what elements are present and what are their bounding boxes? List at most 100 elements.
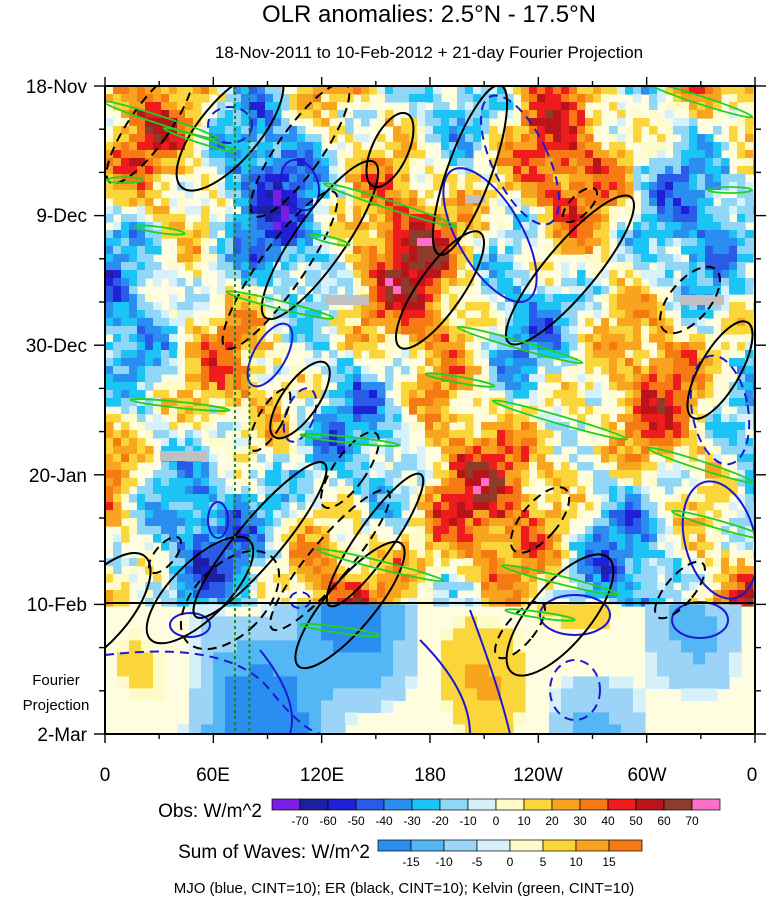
- obs-anomaly-cell: [145, 302, 154, 311]
- obs-anomaly-cell: [193, 470, 202, 479]
- obs-anomaly-cell: [265, 406, 274, 415]
- obs-anomaly-cell: [697, 286, 706, 295]
- obs-anomaly-cell: [329, 102, 338, 111]
- obs-anomaly-cell: [409, 454, 418, 463]
- obs-anomaly-cell: [129, 190, 138, 199]
- obs-anomaly-cell: [457, 270, 466, 279]
- obs-anomaly-cell: [457, 526, 466, 535]
- obs-anomaly-cell: [625, 510, 634, 519]
- waves-anomaly-cell: [117, 652, 130, 665]
- obs-anomaly-cell: [313, 574, 322, 583]
- obs-anomaly-cell: [209, 486, 218, 495]
- obs-anomaly-cell: [593, 406, 602, 415]
- obs-anomaly-cell: [505, 94, 514, 103]
- obs-anomaly-cell: [377, 142, 386, 151]
- obs-anomaly-cell: [737, 478, 746, 487]
- obs-anomaly-cell: [345, 246, 354, 255]
- kelvin-contour: [646, 446, 754, 484]
- obs-anomaly-cell: [705, 166, 714, 175]
- obs-anomaly-cell: [641, 398, 650, 407]
- obs-anomaly-cell: [385, 342, 394, 351]
- obs-anomaly-cell: [297, 134, 306, 143]
- obs-anomaly-cell: [641, 558, 650, 567]
- obs-anomaly-cell: [545, 350, 554, 359]
- obs-anomaly-cell: [169, 142, 178, 151]
- obs-anomaly-cell: [385, 278, 394, 287]
- obs-anomaly-cell: [561, 110, 570, 119]
- obs-anomaly-cell: [745, 246, 754, 255]
- obs-anomaly-cell: [257, 582, 266, 591]
- obs-anomaly-cell: [649, 246, 658, 255]
- obs-anomaly-cell: [521, 310, 530, 319]
- obs-anomaly-cell: [569, 222, 578, 231]
- obs-anomaly-cell: [329, 310, 338, 319]
- obs-anomaly-cell: [289, 126, 298, 135]
- obs-anomaly-cell: [409, 318, 418, 327]
- obs-anomaly-cell: [425, 214, 434, 223]
- obs-anomaly-cell: [353, 590, 362, 599]
- obs-anomaly-cell: [409, 574, 418, 583]
- obs-anomaly-cell: [729, 446, 738, 455]
- obs-anomaly-cell: [497, 166, 506, 175]
- waves-anomaly-cell: [249, 676, 262, 689]
- obs-anomaly-cell: [529, 310, 538, 319]
- obs-anomaly-cell: [257, 478, 266, 487]
- obs-anomaly-cell: [185, 230, 194, 239]
- obs-anomaly-cell: [225, 270, 234, 279]
- obs-anomaly-cell: [353, 510, 362, 519]
- obs-anomaly-cell: [177, 542, 186, 551]
- waves-colorbar-box: [575, 839, 610, 852]
- obs-anomaly-cell: [569, 342, 578, 351]
- obs-anomaly-cell: [673, 414, 682, 423]
- obs-anomaly-cell: [257, 422, 266, 431]
- obs-anomaly-cell: [641, 574, 650, 583]
- obs-anomaly-cell: [497, 350, 506, 359]
- obs-anomaly-cell: [137, 118, 146, 127]
- obs-anomaly-cell: [489, 446, 498, 455]
- obs-anomaly-cell: [633, 590, 642, 599]
- obs-anomaly-cell: [345, 134, 354, 143]
- obs-anomaly-cell: [177, 278, 186, 287]
- obs-anomaly-cell: [305, 166, 314, 175]
- waves-anomaly-cell: [621, 688, 634, 701]
- obs-anomaly-cell: [201, 358, 210, 367]
- obs-anomaly-cell: [177, 134, 186, 143]
- obs-anomaly-cell: [569, 294, 578, 303]
- waves-anomaly-cell: [729, 628, 742, 641]
- obs-anomaly-cell: [145, 446, 154, 455]
- obs-anomaly-cell: [633, 110, 642, 119]
- obs-anomaly-cell: [457, 150, 466, 159]
- obs-anomaly-cell: [697, 590, 706, 599]
- obs-anomaly-cell: [257, 214, 266, 223]
- obs-anomaly-cell: [233, 150, 242, 159]
- obs-anomaly-cell: [209, 462, 218, 471]
- obs-anomaly-cell: [337, 382, 346, 391]
- obs-anomaly-cell: [537, 470, 546, 479]
- obs-anomaly-cell: [129, 134, 138, 143]
- obs-anomaly-cell: [681, 438, 690, 447]
- obs-anomaly-cell: [273, 158, 282, 167]
- obs-anomaly-cell: [641, 254, 650, 263]
- waves-anomaly-cell: [561, 700, 574, 713]
- obs-anomaly-cell: [289, 134, 298, 143]
- obs-anomaly-cell: [617, 422, 626, 431]
- obs-anomaly-cell: [601, 94, 610, 103]
- obs-anomaly-cell: [465, 174, 474, 183]
- obs-anomaly-cell: [633, 438, 642, 447]
- obs-anomaly-cell: [201, 550, 210, 559]
- obs-anomaly-cell: [601, 230, 610, 239]
- obs-anomaly-cell: [153, 238, 162, 247]
- obs-anomaly-cell: [377, 294, 386, 303]
- obs-anomaly-cell: [409, 326, 418, 335]
- obs-anomaly-cell: [569, 430, 578, 439]
- obs-anomaly-cell: [537, 302, 546, 311]
- obs-anomaly-cell: [633, 222, 642, 231]
- obs-anomaly-cell: [305, 454, 314, 463]
- obs-anomaly-cell: [449, 198, 458, 207]
- waves-anomaly-cell: [585, 688, 598, 701]
- obs-anomaly-cell: [361, 174, 370, 183]
- obs-anomaly-cell: [537, 134, 546, 143]
- obs-anomaly-cell: [161, 174, 170, 183]
- obs-anomaly-cell: [481, 286, 490, 295]
- obs-anomaly-cell: [161, 318, 170, 327]
